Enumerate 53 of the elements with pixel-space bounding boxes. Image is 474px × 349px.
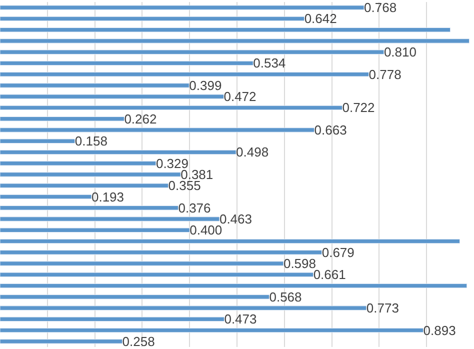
- data-label: 0.498: [236, 144, 269, 160]
- data-label: 0.193: [91, 189, 124, 204]
- data-label: 0.399: [189, 78, 222, 93]
- bar: [0, 50, 384, 54]
- bar: [0, 128, 315, 132]
- bar: [0, 72, 370, 77]
- bar: [0, 38, 470, 44]
- bar: [0, 261, 284, 266]
- bar: [0, 339, 123, 344]
- data-label: 0.158: [74, 134, 108, 149]
- bar: [0, 216, 220, 222]
- bar: [0, 228, 190, 233]
- data-label: 0.722: [342, 100, 375, 116]
- bar: [0, 150, 236, 155]
- data-label: 0.642: [304, 11, 337, 26]
- bar: [0, 272, 314, 278]
- data-label: 0.778: [368, 66, 402, 82]
- data-label: 0.258: [122, 334, 155, 349]
- bar: [0, 27, 451, 32]
- data-label: 0.568: [269, 289, 302, 304]
- data-label: 0.262: [124, 111, 157, 126]
- bar: [0, 250, 322, 255]
- bar: [0, 16, 305, 22]
- bar: [0, 138, 76, 144]
- bar: [0, 172, 181, 177]
- data-label: 0.534: [253, 56, 286, 71]
- bar: [0, 194, 92, 200]
- data-label: 0.473: [224, 312, 257, 327]
- bar: [0, 316, 224, 322]
- data-label: 0.810: [384, 44, 416, 60]
- data-label: 0.893: [423, 322, 456, 338]
- data-label: 0.472: [224, 89, 256, 104]
- bar: [0, 238, 460, 244]
- data-label: 0.663: [314, 122, 347, 138]
- bar: [0, 94, 224, 99]
- bar: [0, 183, 169, 188]
- bar: [0, 328, 424, 333]
- data-label: 0.768: [364, 0, 397, 16]
- bar: [0, 5, 364, 10]
- bar: [0, 60, 254, 66]
- bar: [0, 105, 342, 110]
- bar: [0, 161, 156, 166]
- bar: [0, 294, 270, 300]
- data-label: 0.679: [322, 244, 354, 260]
- data-label: 0.773: [366, 300, 399, 316]
- bar: [0, 306, 367, 310]
- data-label: 0.661: [313, 267, 346, 282]
- data-label: 0.376: [178, 200, 211, 216]
- bar: [0, 206, 178, 210]
- bar: [0, 283, 468, 288]
- bar: [0, 116, 124, 122]
- data-label: 0.598: [283, 256, 316, 272]
- bar: [0, 83, 190, 88]
